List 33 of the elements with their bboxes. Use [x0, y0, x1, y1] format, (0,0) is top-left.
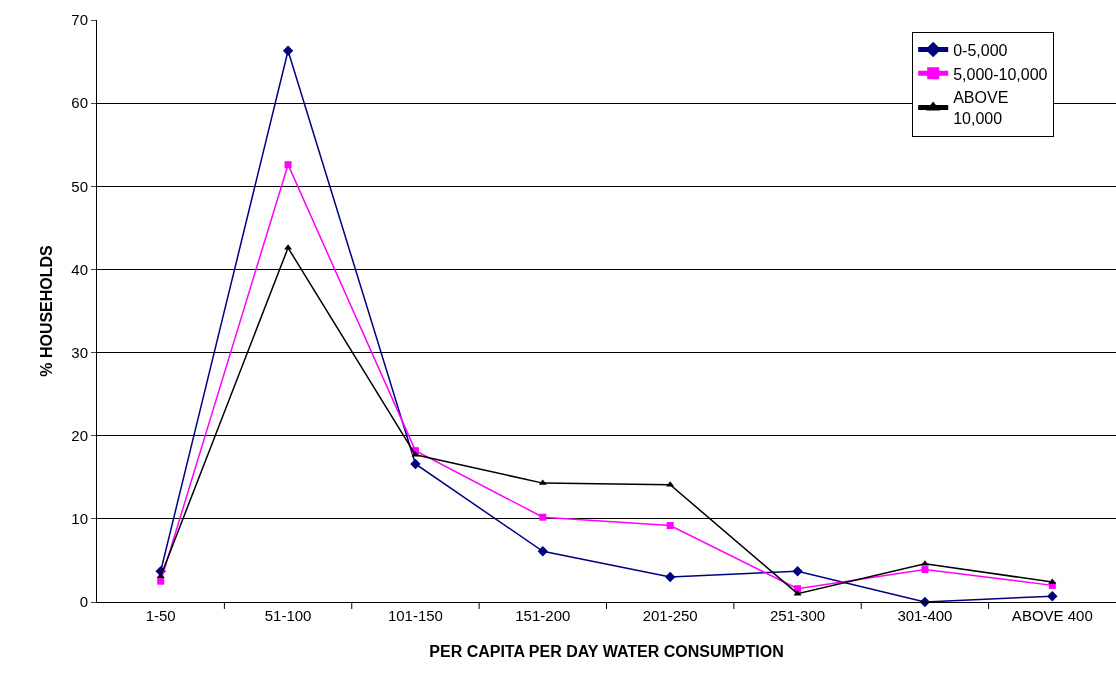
y-tick-label: 10 [71, 510, 88, 528]
x-axis-title: PER CAPITA PER DAY WATER CONSUMPTION [429, 642, 784, 660]
legend-label: ABOVE 10,000 [953, 89, 1009, 128]
x-tick-label: ABOVE 400 [1011, 607, 1093, 624]
x-tick-label: 101-150 [387, 607, 443, 624]
x-tick-label: 1-50 [145, 607, 176, 624]
y-tick-label: 70 [71, 11, 88, 29]
legend-label: 0-5,000 [953, 41, 1008, 59]
x-tick-label: 201-250 [642, 607, 698, 624]
y-tick-label: 40 [71, 260, 88, 278]
point [666, 522, 674, 530]
point [919, 596, 931, 608]
y-tick-label: 60 [71, 94, 88, 112]
point [1047, 590, 1058, 602]
legend-label: 5,000-10,000 [953, 65, 1048, 83]
point [284, 161, 292, 169]
point [537, 546, 549, 557]
point [539, 513, 547, 521]
y-tick-label: 0 [79, 593, 88, 611]
y-tick-label: 50 [71, 177, 88, 195]
x-tick-label: 301-400 [897, 607, 953, 624]
point [282, 45, 294, 56]
x-tick-label: 151-200 [515, 607, 571, 624]
x-tick-label: 51-100 [264, 607, 312, 624]
y-axis-title: % HOUSEHOLDS [38, 244, 56, 377]
point [792, 566, 803, 577]
y-tick-label: 20 [71, 426, 88, 444]
y-tick-label: 30 [71, 343, 88, 361]
point [664, 571, 676, 583]
point [410, 458, 421, 470]
point [157, 577, 165, 585]
x-tick-label: 251-300 [770, 607, 826, 624]
point [921, 566, 929, 574]
